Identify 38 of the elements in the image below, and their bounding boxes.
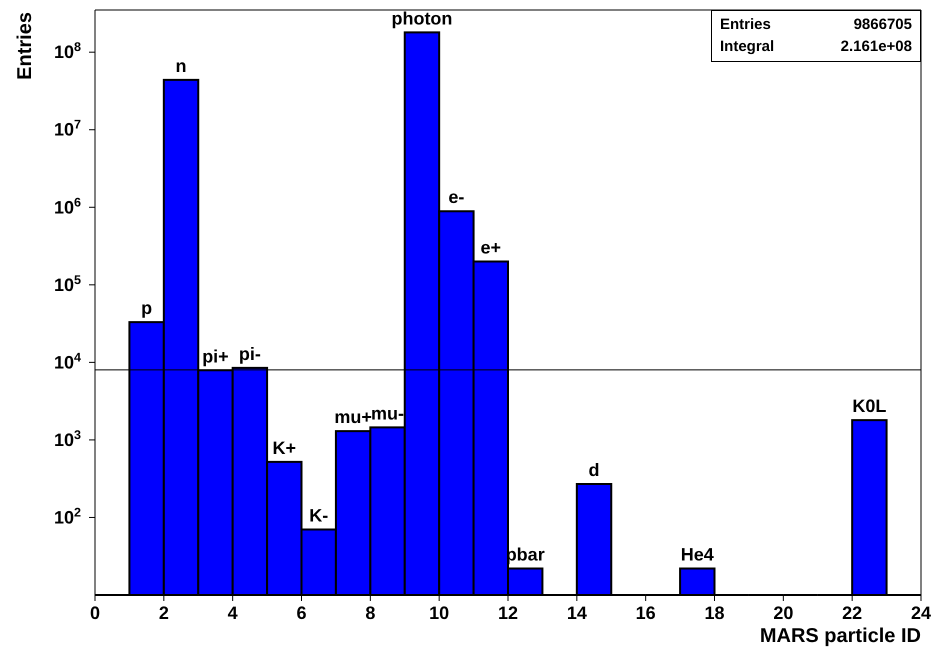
y-axis-title: Entries [14, 12, 36, 80]
x-axis-title: MARS particle ID [760, 625, 921, 647]
x-tick-label: 20 [773, 603, 794, 623]
annotation: e- [448, 187, 464, 208]
y-tick-label: 10$^{2}$ [54, 505, 81, 528]
x-tick-label: 16 [636, 603, 656, 623]
x-tick-label: 24 [910, 603, 932, 623]
x-tick-label: 18 [704, 603, 725, 623]
annotation: K+ [272, 438, 296, 458]
y-tick-label: 10$^{6}$ [54, 195, 81, 218]
x-tick-label: 22 [842, 603, 862, 623]
y-tick-label: 10$^{8}$ [54, 40, 81, 62]
y-tick-label: 10$^{7}$ [54, 118, 81, 140]
y-tick-label: 10$^{4}$ [54, 350, 81, 372]
x-tick-label: 2 [158, 603, 169, 623]
text: Integral 2.161e+08 [720, 38, 912, 55]
annotation: pi+ [202, 346, 229, 366]
y-tick-label: 10$^{5}$ [54, 272, 81, 295]
annotation: d [588, 460, 600, 480]
annotation: mu+ [334, 407, 372, 428]
annotation: n [176, 56, 187, 76]
x-tick-label: 4 [228, 603, 238, 623]
annotation: photon [391, 8, 452, 28]
y-tick-label: 10$^{3}$ [54, 428, 81, 450]
x-tick-label: 6 [296, 603, 307, 623]
text: Entries 9866705 [720, 16, 912, 33]
annotation: He4 [680, 544, 714, 564]
x-tick-label: 8 [365, 603, 376, 623]
annotation: K0L [852, 396, 886, 416]
x-tick-label: 14 [566, 603, 587, 623]
annotation: mu- [371, 403, 404, 424]
annotation: K- [309, 505, 328, 526]
annotation: p [141, 298, 152, 318]
x-tick-label: 12 [498, 603, 518, 623]
x-tick-label: 10 [429, 603, 450, 623]
x-tick-label: 0 [90, 603, 100, 623]
annotation: pi- [238, 344, 261, 364]
annotation: e+ [480, 237, 502, 258]
